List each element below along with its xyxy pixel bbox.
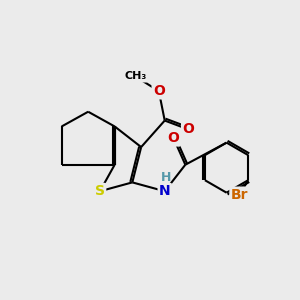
Text: O: O [182, 122, 194, 136]
Text: Br: Br [231, 188, 248, 202]
Text: O: O [153, 84, 165, 98]
Text: O: O [168, 131, 179, 145]
Text: S: S [95, 184, 105, 198]
Text: N: N [159, 184, 170, 198]
Text: CH₃: CH₃ [124, 71, 146, 81]
Text: H: H [161, 172, 171, 184]
